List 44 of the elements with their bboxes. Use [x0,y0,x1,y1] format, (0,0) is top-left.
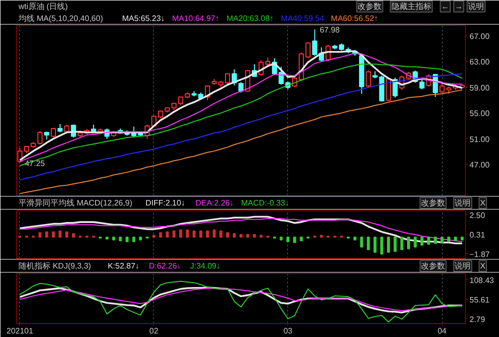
text: X [480,198,486,208]
y-tick-label: 0.31 [470,230,486,240]
y-tick-label: 63.00 [470,58,490,67]
chart-subtitle: 均线 MA(5,10,20,40,60) [18,14,104,23]
text: MA10:64.97↑ [172,14,220,23]
chart-subtitle: 随机指标 KDJ(9,3,3) [18,262,92,270]
y-tick-label: 51.00 [470,134,490,144]
text: 改参数 [421,198,446,208]
text: 67.98 [320,25,340,34]
x-tick-label: 03 [283,326,293,336]
text: 47.25 [24,158,45,168]
x-tick-label: 202101 [6,326,34,336]
y-tick-label: 55.61 [470,295,490,304]
text: 说明 [454,262,471,270]
text: X [480,262,486,270]
y-tick-label: 108.43 [470,276,495,285]
y-tick-label: 47.00 [470,160,490,170]
series-label: J:34.09↓ [190,262,220,270]
text: K:52.87↓ [108,262,140,270]
text: D:62.26↓ [148,262,181,270]
x-tick-label: 04 [438,326,448,336]
y-tick-label: −1.87 [470,250,490,259]
text: → [454,2,463,11]
text: MA40:59.54 [280,14,325,23]
series-label: DIFF:2.10↓ [146,198,186,208]
text: 隐藏主指标 [391,2,432,11]
text: 说明 [454,198,471,208]
text: MA20:63.08↑ [226,14,274,23]
text: MA5:65.23↓ [122,14,165,23]
text: MACD:-0.33↓ [241,198,290,208]
y-tick-label: 2.79 [470,314,486,324]
text: MA60:56.52↑ [330,14,378,23]
y-tick-label: 2.50 [470,210,486,220]
text: 改参数 [421,262,446,270]
y-tick-label: 55.00 [470,109,490,118]
text: ← [441,2,450,11]
chart-title: wti原油 (日线) [18,2,68,11]
chart-subtitle: 平滑异同平均线 MACD(12,26,9) [18,198,133,208]
text: 改参数 [358,2,382,11]
y-tick-label: 59.00 [470,83,490,92]
text: 说明 [468,2,484,11]
y-tick-label: 67.00 [470,32,490,41]
x-tick-label: 02 [149,326,159,336]
series-label: DEA:2.26↓ [196,198,234,208]
